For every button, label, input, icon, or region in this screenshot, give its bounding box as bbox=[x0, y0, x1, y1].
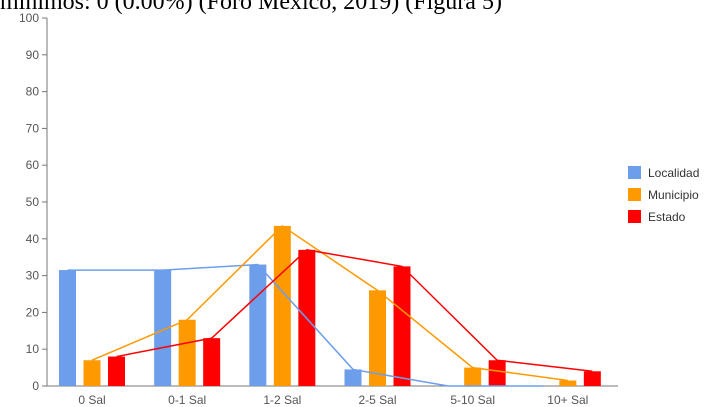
x-axis: 0 Sal 0-1 Sal 1-2 Sal 2-5 Sal 5-10 Sal 10+ Sa… bbox=[47, 385, 618, 407]
x-tick-label: 1-2 Sal bbox=[263, 393, 301, 407]
y-axis: 0 10 20 30 40 50 60 70 80 90 100 bbox=[19, 11, 48, 393]
line-localidad bbox=[67, 263, 544, 387]
bar-municipio-2 bbox=[273, 225, 291, 386]
legend-label-localidad: Localidad bbox=[648, 166, 699, 180]
bar-localidad-1 bbox=[154, 270, 172, 386]
y-tick-label: 0 bbox=[32, 379, 39, 393]
y-tick-label: 20 bbox=[26, 305, 40, 319]
x-tick-label: 0 Sal bbox=[78, 393, 105, 407]
legend-label-municipio: Municipio bbox=[648, 188, 699, 202]
bar-estado-1 bbox=[203, 338, 221, 386]
x-tick-label: 5-10 Sal bbox=[450, 393, 495, 407]
y-tick-label: 30 bbox=[26, 269, 40, 283]
y-tick-label: 90 bbox=[26, 48, 40, 62]
bar-municipio-4 bbox=[464, 367, 482, 386]
line-estado bbox=[116, 249, 593, 373]
line-municipio bbox=[91, 224, 568, 382]
bar-estado-0 bbox=[108, 356, 125, 386]
y-tick-label: 50 bbox=[26, 195, 40, 209]
y-tick-label: 100 bbox=[19, 11, 39, 25]
legend-swatch-localidad bbox=[628, 166, 641, 179]
bars-group bbox=[59, 225, 601, 386]
lines-group bbox=[67, 224, 593, 387]
legend-swatch-municipio bbox=[628, 188, 641, 201]
x-tick-label: 2-5 Sal bbox=[358, 393, 396, 407]
bar-localidad-0 bbox=[59, 270, 76, 386]
x-tick-label: 0-1 Sal bbox=[168, 393, 206, 407]
bar-municipio-5 bbox=[559, 380, 577, 386]
bar-municipio-3 bbox=[369, 290, 386, 386]
legend: Localidad Municipio Estado bbox=[628, 166, 699, 224]
x-tick-label: 10+ Sal bbox=[547, 393, 588, 407]
legend-swatch-estado bbox=[628, 210, 641, 223]
y-tick-label: 70 bbox=[26, 121, 40, 135]
y-tick-label: 80 bbox=[26, 85, 40, 99]
bar-localidad-2 bbox=[249, 264, 267, 386]
y-tick-label: 10 bbox=[26, 342, 40, 356]
y-tick-label: 40 bbox=[26, 232, 40, 246]
bar-localidad-3 bbox=[344, 369, 362, 386]
bar-municipio-1 bbox=[178, 319, 196, 386]
bar-municipio-0 bbox=[83, 360, 101, 386]
y-tick-label: 60 bbox=[26, 158, 40, 172]
legend-label-estado: Estado bbox=[648, 210, 686, 224]
bar-estado-4 bbox=[488, 360, 506, 386]
bar-estado-5 bbox=[583, 371, 601, 386]
bar-estado-3 bbox=[393, 266, 411, 386]
caption-text: mínimos: 0 (0.00%) (Foro México, 2019) (… bbox=[0, 0, 502, 15]
